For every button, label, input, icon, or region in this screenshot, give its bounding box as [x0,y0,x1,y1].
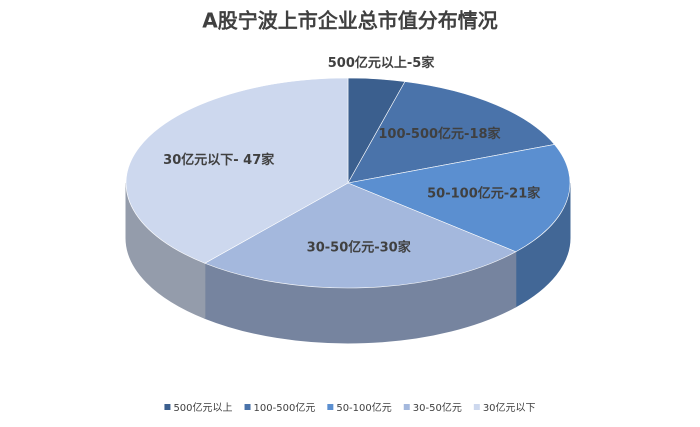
data-label: 30亿元以下- 47家 [163,152,275,168]
slice-tops [125,77,571,289]
legend-swatch [244,404,251,410]
legend-swatch [403,404,410,410]
legend-label: 500亿元以上 [173,401,232,414]
legend-label: 100-500亿元 [254,401,316,414]
legend-label: 30亿元以下 [483,401,536,414]
legend-label: 30-50亿元 [413,401,462,414]
data-label: 500亿元以上-5家 [328,55,436,71]
chart-title: A股宁波上市企业总市值分布情况 [202,9,497,33]
slice [347,81,556,184]
legend-label: 50-100亿元 [336,401,391,414]
legend-swatch [473,404,480,410]
slice [125,77,349,264]
legend-swatch [164,404,171,410]
slice [346,144,571,253]
data-label: 100-500亿元-18家 [378,126,501,142]
legend-swatch [327,404,334,410]
data-label: 30-50亿元-30家 [307,239,412,255]
slice [204,182,517,289]
data-label: 50-100亿元-21家 [427,185,541,201]
legend: 500亿元以上 100-500亿元 50-100亿元 30-50亿元 30亿元以下 [164,401,536,414]
